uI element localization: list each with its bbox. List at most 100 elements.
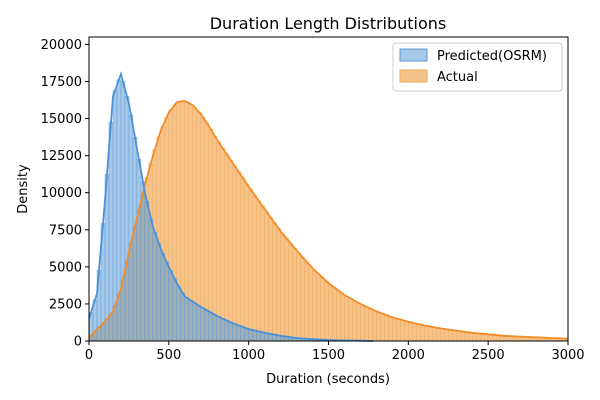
predicted-bar (192, 302, 197, 342)
actual-bar (340, 293, 345, 342)
actual-bar (483, 333, 489, 342)
predicted-bar (224, 320, 229, 342)
predicted-bar (124, 96, 130, 342)
x-tick-label: 500 (156, 348, 181, 363)
actual-bar (464, 331, 469, 342)
legend-swatch-actual (399, 69, 428, 83)
actual-bar (232, 165, 237, 342)
actual-bar (292, 247, 297, 342)
actual-bar (288, 243, 293, 342)
actual-bar (264, 211, 269, 342)
predicted-bar (116, 79, 122, 342)
actual-bar (428, 326, 433, 342)
y-axis-label: Density (16, 164, 31, 214)
x-axis-label: Duration (seconds) (266, 372, 390, 387)
actual-bar (360, 304, 365, 342)
predicted-bar (248, 329, 253, 342)
actual-bar (475, 333, 481, 342)
predicted-bar (196, 305, 201, 342)
legend-swatch-predicted (399, 48, 428, 62)
x-tick-label: 2000 (392, 348, 425, 363)
actual-bar (440, 328, 445, 342)
actual-bar (324, 281, 329, 342)
actual-bar (336, 290, 341, 342)
actual-bar (316, 273, 321, 342)
predicted-bar (128, 114, 134, 342)
actual-bar (368, 308, 373, 342)
actual-bar (468, 332, 473, 342)
actual-bar (448, 329, 453, 342)
actual-bar (352, 300, 357, 342)
actual-bar (400, 319, 405, 342)
actual-bar (296, 252, 301, 342)
actual-bar (452, 330, 457, 342)
predicted-bar (228, 322, 233, 342)
actual-bar (328, 284, 333, 342)
actual-bar (236, 171, 241, 342)
y-tick-label: 12500 (41, 149, 82, 164)
actual-bar (252, 194, 257, 342)
y-tick-label: 5000 (49, 260, 82, 275)
actual-bar (460, 331, 465, 342)
actual-bar (456, 330, 461, 342)
y-tick-label: 0 (74, 335, 82, 350)
y-tick-label: 17500 (41, 75, 82, 90)
predicted-bar (260, 332, 265, 342)
actual-bar (220, 148, 225, 342)
predicted-bar (252, 330, 257, 342)
predicted-bar (220, 318, 225, 342)
actual-bar (204, 122, 209, 342)
y-axis: 0 2500 5000 7500 10000 12500 15000 17500 20000 (41, 38, 89, 350)
predicted-bar (232, 323, 237, 342)
predicted-bar (120, 81, 126, 342)
actual-bar (300, 257, 305, 342)
actual-bar (320, 277, 325, 342)
predicted-bar (244, 328, 249, 342)
actual-bar (284, 238, 289, 342)
x-tick-label: 3000 (551, 348, 584, 363)
actual-bar (276, 228, 281, 342)
actual-bar (280, 233, 285, 342)
predicted-bar (144, 201, 150, 342)
predicted-bar (204, 310, 209, 342)
actual-bar (408, 321, 413, 342)
predicted-bar (188, 300, 193, 342)
actual-bar (312, 269, 317, 342)
actual-bar (420, 324, 425, 342)
actual-bar (472, 332, 477, 342)
predicted-bar (136, 159, 142, 342)
x-tick-label: 2500 (472, 348, 505, 363)
predicted-bar (256, 331, 261, 342)
actual-bar (444, 329, 449, 342)
predicted-bar (108, 122, 114, 342)
legend-label-predicted: Predicted(OSRM) (437, 49, 547, 64)
actual-bar (212, 135, 217, 342)
legend-box (392, 42, 563, 92)
predicted-bar (236, 325, 241, 342)
predicted-bar (176, 286, 182, 342)
actual-bar (244, 183, 249, 342)
predicted-bar (148, 218, 154, 342)
actual-bar (376, 311, 381, 342)
predicted-bar (172, 278, 178, 342)
x-tick-label: 1000 (232, 348, 265, 363)
actual-bar (256, 200, 261, 342)
actual-bar (208, 129, 213, 342)
actual-bar (416, 323, 421, 342)
actual-bar (479, 333, 485, 342)
actual-bar (436, 327, 441, 342)
predicted-kde-line (88, 71, 374, 342)
legend: Predicted(OSRM) Actual (392, 42, 563, 92)
actual-bar (224, 153, 229, 342)
actual-bar (308, 265, 313, 342)
predicted-bar (200, 307, 205, 342)
actual-kde-line (88, 99, 569, 340)
predicted-bar (156, 243, 162, 342)
actual-bar (268, 217, 273, 342)
predicted-bar (132, 136, 138, 342)
predicted-bar (184, 297, 189, 342)
y-tick-label: 20000 (41, 38, 82, 53)
actual-bar (332, 287, 337, 342)
actual-bar (384, 314, 389, 342)
